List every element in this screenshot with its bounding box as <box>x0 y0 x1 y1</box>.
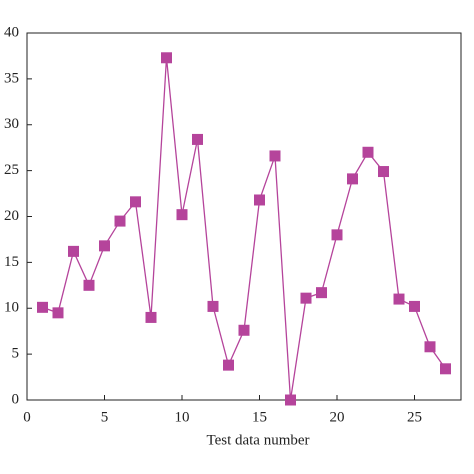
x-axis-label: Test data number <box>206 432 309 448</box>
y-tick-label: 10 <box>4 300 19 316</box>
point <box>316 287 327 299</box>
point <box>176 209 188 221</box>
x-tick-label: 5 <box>101 409 109 425</box>
plot-frame <box>26 32 462 401</box>
point <box>285 394 296 406</box>
point <box>362 146 374 158</box>
point <box>145 311 157 323</box>
point <box>300 292 312 304</box>
series-line <box>42 57 447 401</box>
point <box>161 52 172 64</box>
y-tick-label: 40 <box>4 24 19 40</box>
point <box>254 194 265 206</box>
x-tick-label: 20 <box>330 409 345 425</box>
point <box>52 307 64 319</box>
point <box>440 363 451 375</box>
x-tick-label: 0 <box>23 409 31 425</box>
y-tick-label: 20 <box>4 208 19 224</box>
point <box>223 359 234 371</box>
point <box>378 166 389 178</box>
point <box>347 173 358 185</box>
point <box>192 133 203 145</box>
point <box>409 300 420 312</box>
point <box>269 150 281 162</box>
y-tick-label: 5 <box>12 346 20 362</box>
point <box>37 301 48 313</box>
y-tick-label: 30 <box>4 116 19 132</box>
point <box>68 245 79 257</box>
x-tick-label: 25 <box>407 409 422 425</box>
point <box>331 229 343 241</box>
point <box>393 293 405 305</box>
point <box>130 196 141 208</box>
y-tick-label: 35 <box>4 70 19 86</box>
x-tick-label: 10 <box>175 409 190 425</box>
point <box>207 300 219 312</box>
point <box>238 324 250 336</box>
y-tick-label: 15 <box>4 254 19 270</box>
point <box>99 240 110 252</box>
point <box>114 215 126 227</box>
point <box>83 279 95 291</box>
x-tick-label: 15 <box>252 409 267 425</box>
y-tick-label: 25 <box>4 162 19 178</box>
y-tick-label: 0 <box>12 391 20 407</box>
point <box>424 341 436 353</box>
